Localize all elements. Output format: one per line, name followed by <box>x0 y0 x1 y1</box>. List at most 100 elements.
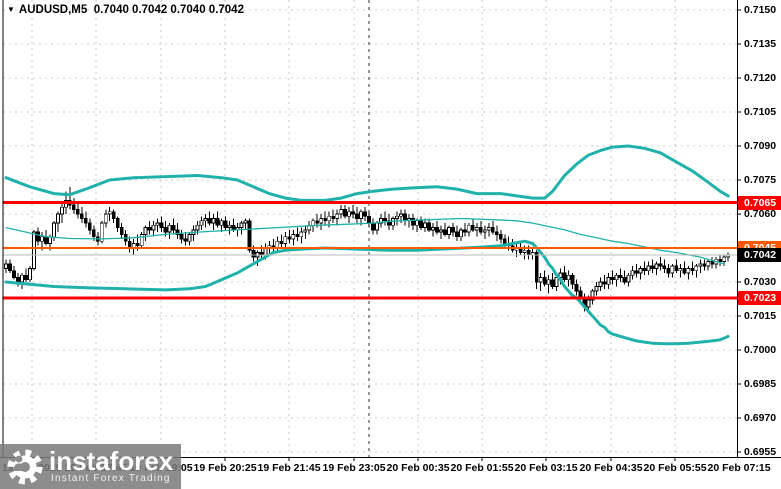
time-tick-label: 20 Feb 04:35 <box>579 462 643 474</box>
bear-candle-body <box>315 220 320 224</box>
bear-candle-body <box>574 283 579 292</box>
bear-candle-body <box>207 218 212 224</box>
bull-candle-body <box>678 267 683 272</box>
bear-candle-body <box>494 231 499 235</box>
time-tick-label: 19 Feb 20:25 <box>193 462 257 474</box>
bull-candle-body <box>299 231 304 238</box>
bull-candle-body <box>203 218 208 222</box>
time-tick-label: 20 Feb 01:55 <box>450 462 514 474</box>
bear-candle-body <box>24 274 28 281</box>
bear-candle-body <box>702 263 707 267</box>
price-tick-label: 0.7090 <box>744 139 777 152</box>
bull-candle-body <box>395 215 399 219</box>
bull-candle-body <box>706 261 711 267</box>
bull-candle-body <box>670 265 675 274</box>
bull-candle-body <box>554 277 559 287</box>
bear-candle-body <box>534 252 539 283</box>
price-tick-label: 0.7120 <box>744 71 777 84</box>
price-tick-label: 0.6985 <box>744 377 777 390</box>
symbol-dropdown-icon[interactable]: ▼ <box>7 5 15 14</box>
price-tick-label: 0.6955 <box>744 445 777 458</box>
bear-candle-body <box>247 220 252 251</box>
current-price-badge: 0.7042 <box>738 247 781 262</box>
bull-candle-body <box>654 263 659 269</box>
bull-candle-body <box>630 270 635 276</box>
bear-candle-body <box>454 231 459 238</box>
bear-candle-body <box>79 213 84 219</box>
bull-candle-body <box>359 211 364 219</box>
bear-candle-body <box>12 270 16 278</box>
bull-candle-body <box>219 220 224 226</box>
bear-candle-body <box>371 222 375 231</box>
bear-candle-body <box>135 243 140 247</box>
bear-candle-body <box>562 272 567 281</box>
bear-candle-body <box>550 279 555 287</box>
time-tick-label: 20 Feb 05:55 <box>643 462 707 474</box>
bull-candle-body <box>566 274 571 281</box>
bear-candle-body <box>183 238 188 242</box>
bollinger-lower-band <box>4 239 730 346</box>
bear-candle-body <box>403 213 407 222</box>
bull-candle-body <box>155 222 160 226</box>
bear-candle-body <box>91 229 96 238</box>
bull-candle-body <box>151 224 156 231</box>
bull-candle-body <box>614 274 619 281</box>
bull-candle-body <box>55 213 60 224</box>
bull-candle-body <box>239 222 244 228</box>
bull-candle-body <box>243 220 248 224</box>
bear-candle-body <box>690 267 695 272</box>
bear-candle-body <box>542 277 547 285</box>
bear-candle-body <box>83 218 88 224</box>
bear-candle-body <box>215 218 220 226</box>
bear-candle-body <box>470 224 475 231</box>
bear-candle-body <box>343 209 348 217</box>
bear-candle-body <box>231 224 236 231</box>
bull-candle-body <box>195 224 200 231</box>
bull-candle-body <box>375 222 379 231</box>
bear-candle-body <box>618 274 623 278</box>
bull-candle-body <box>4 263 8 269</box>
bear-candle-body <box>435 227 439 233</box>
watermark-tagline: Instant Forex Trading <box>51 473 171 484</box>
bull-candle-body <box>439 229 443 233</box>
bear-candle-body <box>666 267 671 274</box>
bear-candle-body <box>450 227 455 233</box>
bear-candle-body <box>179 233 184 240</box>
bull-candle-body <box>399 213 403 217</box>
bull-candle-body <box>335 213 340 219</box>
bull-candle-body <box>379 218 383 224</box>
bull-candle-body <box>626 274 631 283</box>
watermark-brand: instaforex <box>49 446 174 476</box>
bull-candle-body <box>291 233 296 240</box>
bear-candle-body <box>419 220 423 229</box>
bull-candle-body <box>311 220 316 226</box>
bear-candle-body <box>147 227 152 231</box>
bear-candle-body <box>387 220 391 226</box>
bear-candle-body <box>71 204 76 210</box>
bull-candle-body <box>319 218 324 224</box>
bear-candle-body <box>159 222 164 228</box>
bull-candle-body <box>59 206 64 215</box>
price-tick-label: 0.7075 <box>744 173 777 186</box>
bear-candle-body <box>111 211 116 219</box>
time-tick-label: 20 Feb 07:15 <box>707 462 771 474</box>
bear-candle-body <box>115 218 120 229</box>
bear-candle-body <box>682 267 687 274</box>
bear-candle-body <box>462 229 467 233</box>
price-tick-label: 0.7000 <box>744 343 777 356</box>
price-tick-label: 0.7030 <box>744 275 777 288</box>
bull-candle-body <box>538 277 543 283</box>
symbol-timeframe-label: AUDUSD,M5 <box>18 4 88 16</box>
bull-candle-body <box>486 227 491 231</box>
bear-candle-body <box>331 215 336 219</box>
bull-candle-body <box>590 290 595 301</box>
bear-candle-body <box>323 218 328 222</box>
bear-candle-body <box>75 209 80 215</box>
bear-candle-body <box>610 277 615 281</box>
bear-candle-body <box>87 222 92 231</box>
bull-candle-body <box>275 240 280 249</box>
bear-candle-body <box>658 263 663 267</box>
chart-title: ▼ AUDUSD,M5 0.7040 0.7042 0.7040 0.7042 <box>7 4 244 16</box>
